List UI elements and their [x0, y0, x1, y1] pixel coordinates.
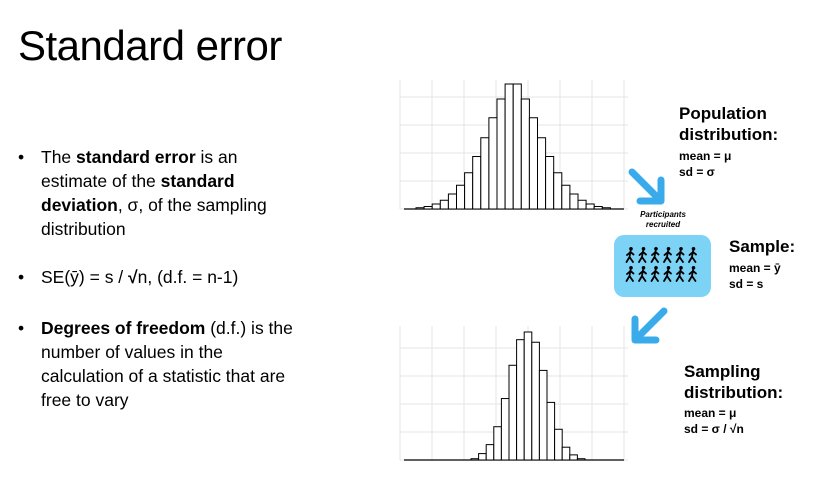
arrow-down-left-icon: [631, 307, 668, 344]
formula-post: n, (d.f. = n-1): [137, 267, 239, 287]
walking-person-icon: [638, 266, 647, 282]
walking-person-icon: [675, 266, 685, 282]
population-params: mean = μ sd = σ: [679, 148, 731, 180]
population-histogram-bar: [431, 203, 441, 210]
walking-person-icon: [688, 266, 697, 282]
bullet-dot: •: [18, 267, 25, 287]
population-histogram-bar: [512, 83, 522, 210]
bullet-text: SE(ȳ) = s / √n, (d.f. = n-1): [41, 265, 303, 289]
arrow-down-right-icon: [628, 168, 665, 205]
walking-person-icon: [638, 247, 647, 263]
population-histogram-bar: [585, 203, 595, 210]
walking-person-icon: [650, 266, 660, 282]
population-histogram-bar: [480, 137, 490, 210]
page-title: Standard error: [18, 22, 282, 69]
sampling-histogram-bar: [493, 426, 502, 461]
population-histogram-bar: [415, 207, 425, 210]
sample-sd: sd = s: [729, 277, 764, 291]
population-title-line1: Population: [679, 104, 767, 123]
population-histogram-bar: [561, 184, 571, 210]
sample-title: Sample:: [729, 237, 796, 256]
sampling-histogram-bar: [478, 453, 487, 461]
walking-person-icon: [675, 247, 685, 263]
population-histogram-bar: [439, 199, 449, 210]
sampling-histogram-bar: [508, 364, 518, 461]
walking-person-icon: [663, 247, 672, 263]
population-mean: mean = μ: [679, 149, 732, 163]
population-histogram-bar: [577, 199, 587, 210]
sampling-histogram-bar: [523, 331, 533, 461]
sampling-histogram-bar: [576, 458, 586, 461]
sampling-histogram-bar: [561, 446, 571, 461]
sampling-title-line2: distribution:: [684, 383, 784, 402]
population-histogram-bar: [423, 206, 433, 210]
bullet-dot: •: [18, 147, 25, 167]
sampling-sd-pre: sd = σ /: [684, 422, 730, 436]
sampling-histogram-bar: [546, 401, 556, 461]
sample-params: mean = ȳ sd = s: [729, 260, 781, 292]
bullet-text-mid: is an estimate of the: [41, 147, 238, 191]
sampling-histogram-bar: [531, 341, 540, 461]
bullet-text-pre: The: [41, 147, 77, 167]
sqrt-symbol: √: [128, 267, 138, 287]
bullet-text: The standard error is an estimate of the…: [41, 145, 303, 241]
population-histogram-bar: [520, 98, 530, 210]
sampling-sd-post: n: [736, 422, 744, 436]
sampling-histogram-bar: [470, 458, 480, 461]
term-standard-deviation: standard deviation: [41, 171, 235, 215]
population-histogram-bar: [488, 117, 498, 210]
sampling-params: mean = μ sd = σ / √n: [684, 405, 744, 437]
walking-person-icon: [625, 247, 635, 263]
sampling-histogram-bar: [569, 454, 578, 461]
population-histogram-bar: [472, 156, 482, 210]
sampling-mean: mean = μ: [684, 406, 737, 420]
participants-line2: recruited: [645, 220, 681, 229]
population-histogram-bar: [601, 207, 611, 210]
population-histogram: [399, 80, 628, 210]
formula-pre: SE(ȳ) = s /: [41, 267, 129, 287]
population-histogram-bar: [464, 172, 474, 210]
sqrt-symbol: √: [729, 422, 737, 436]
walking-person-icon: [650, 247, 660, 263]
population-title: Population distribution:: [679, 103, 778, 145]
population-histogram-bar: [545, 156, 555, 210]
population-histogram-bar: [456, 184, 466, 210]
population-histogram-bar: [504, 83, 514, 210]
participants-recruited-label: Participants recruited: [628, 210, 698, 230]
walking-person-icon: [625, 266, 635, 282]
sampling-histogram-bar: [554, 428, 563, 461]
sampling-histogram-bar: [500, 398, 510, 461]
walking-person-icon-group: [625, 247, 697, 282]
bullet-dot: •: [18, 318, 25, 338]
term-standard-error: standard error: [76, 147, 196, 167]
sample-mean: mean = ȳ: [729, 261, 781, 275]
bullet-text-post: , σ, of the sampling distribution: [41, 195, 267, 239]
population-histogram-bar: [553, 172, 563, 210]
population-histogram-bar: [537, 137, 547, 210]
sampling-histogram-bar: [516, 339, 525, 461]
population-histogram-bar: [593, 206, 603, 210]
sampling-title-line1: Sampling: [684, 362, 761, 381]
population-histogram-bar: [496, 98, 506, 210]
bullet-text-post: (d.f.) is the number of values in the ca…: [41, 318, 293, 410]
population-histogram-bar: [447, 193, 458, 210]
population-title-line2: distribution:: [679, 125, 779, 144]
population-histogram-bar: [569, 193, 579, 210]
term-degrees-of-freedom: Degrees of freedom: [41, 318, 206, 338]
population-sd: sd = σ: [679, 165, 715, 179]
sample-people-box: [614, 235, 711, 297]
sampling-title: Sampling distribution:: [684, 361, 783, 403]
walking-person-icon: [663, 266, 672, 282]
population-histogram-bar: [528, 117, 538, 210]
walking-person-icon: [688, 247, 697, 263]
participants-line1: Participants: [640, 210, 686, 219]
sampling-histogram-bar: [538, 369, 548, 461]
sampling-histogram: [399, 326, 628, 461]
sampling-sd: sd = σ / √n: [684, 421, 744, 437]
bullet-text: Degrees of freedom (d.f.) is the number …: [41, 316, 303, 412]
sampling-histogram-bar: [485, 444, 495, 461]
